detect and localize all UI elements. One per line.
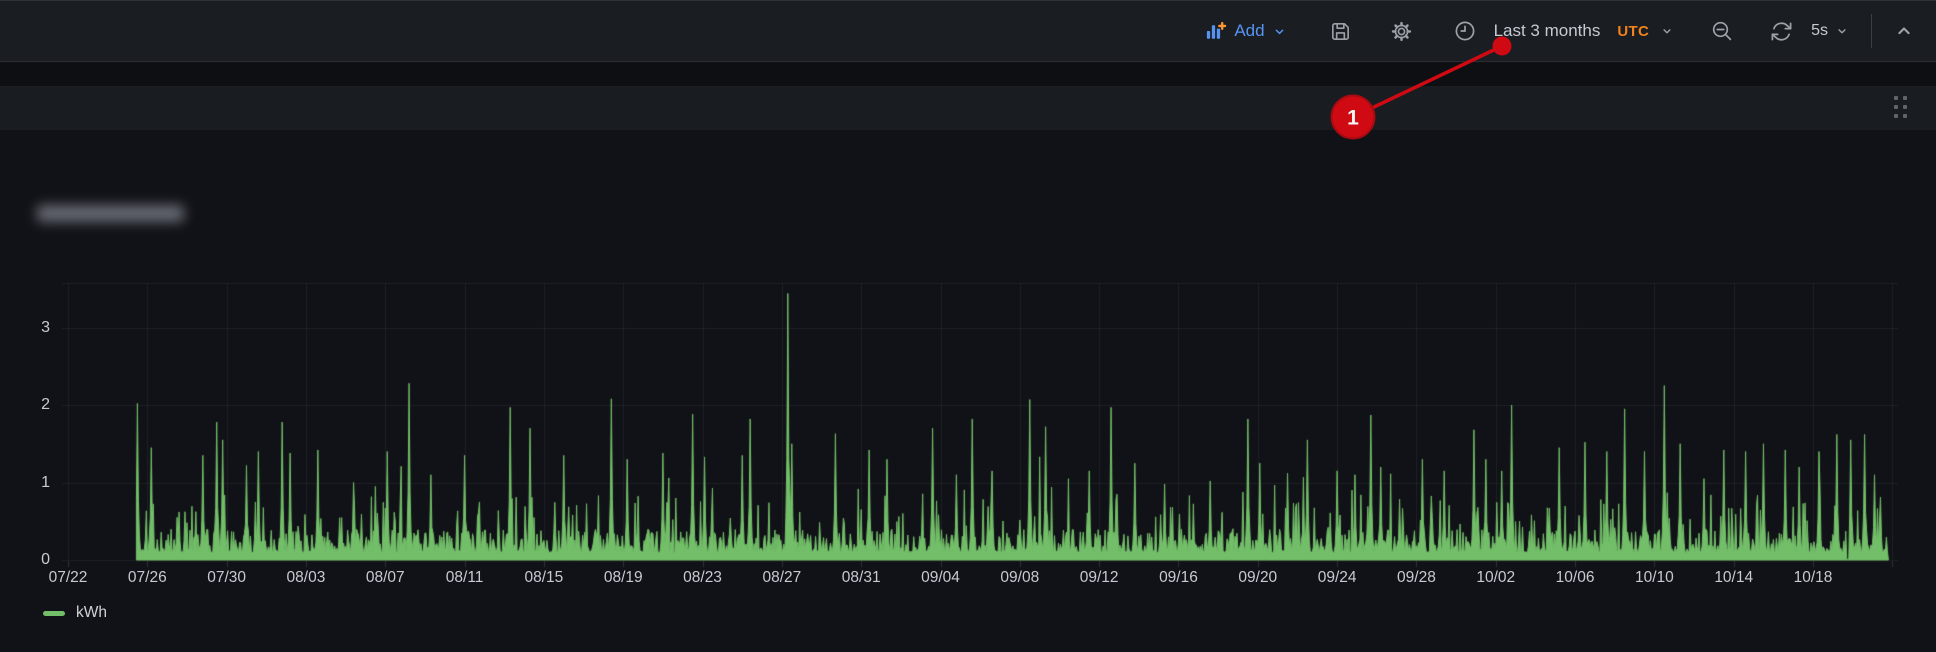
x-tick-label: 08/03 <box>271 569 341 587</box>
toolbar-divider <box>1871 14 1872 48</box>
chevron-up-icon <box>1894 21 1914 41</box>
drag-dot <box>1903 96 1907 100</box>
refresh-interval-label: 5s <box>1811 22 1828 40</box>
add-button[interactable]: Add <box>1196 14 1294 49</box>
save-dashboard-button[interactable] <box>1321 14 1360 49</box>
time-range-picker[interactable]: Last 3 months UTC <box>1445 13 1683 49</box>
timezone-label: UTC <box>1617 23 1649 40</box>
chart-legend: kWh <box>43 604 107 622</box>
x-tick-label: 08/19 <box>588 569 658 587</box>
timeseries-chart[interactable] <box>62 276 1898 568</box>
drag-dot <box>1903 105 1907 109</box>
save-icon <box>1329 20 1352 43</box>
x-tick-label: 07/26 <box>112 569 182 587</box>
drag-dot <box>1894 96 1898 100</box>
y-tick-label: 2 <box>16 397 50 413</box>
x-tick-label: 08/27 <box>747 569 817 587</box>
drag-dot <box>1903 114 1907 118</box>
refresh-interval-dropdown[interactable]: 5s <box>1803 16 1857 46</box>
x-tick-label: 09/20 <box>1223 569 1293 587</box>
x-tick-label: 08/23 <box>668 569 738 587</box>
y-tick-label: 3 <box>16 320 50 336</box>
zoom-out-icon <box>1710 19 1734 43</box>
x-tick-label: 09/16 <box>1143 569 1213 587</box>
x-tick-label: 09/24 <box>1302 569 1372 587</box>
panel-drag-handle[interactable] <box>1894 96 1914 124</box>
x-tick-label: 08/07 <box>350 569 420 587</box>
gear-icon <box>1390 20 1413 43</box>
x-tick-label: 10/06 <box>1540 569 1610 587</box>
y-tick-label: 1 <box>16 475 50 491</box>
grafana-dashboard: Add <box>0 0 1936 652</box>
drag-dot <box>1894 105 1898 109</box>
x-tick-label: 07/22 <box>33 569 103 587</box>
chevron-down-icon <box>1835 24 1849 38</box>
chevron-down-icon <box>1272 24 1287 39</box>
x-tick-label: 07/30 <box>192 569 262 587</box>
refresh-icon <box>1770 20 1793 43</box>
x-tick-label: 09/28 <box>1381 569 1451 587</box>
bar-chart-plus-icon <box>1204 20 1227 43</box>
legend-series-swatch <box>43 611 65 616</box>
legend-series-label[interactable]: kWh <box>76 604 107 622</box>
panel-title-redacted[interactable] <box>37 205 184 222</box>
add-button-label: Add <box>1234 21 1264 41</box>
x-tick-label: 09/04 <box>906 569 976 587</box>
x-tick-label: 10/18 <box>1778 569 1848 587</box>
y-tick-label: 0 <box>16 552 50 568</box>
chevron-down-icon <box>1660 24 1674 38</box>
x-tick-label: 10/14 <box>1699 569 1769 587</box>
refresh-button[interactable] <box>1762 14 1801 49</box>
x-tick-label: 08/31 <box>826 569 896 587</box>
x-tick-label: 09/12 <box>1064 569 1134 587</box>
dashboard-canvas-gap <box>0 63 1936 86</box>
x-tick-label: 09/08 <box>985 569 1055 587</box>
x-tick-label: 08/11 <box>430 569 500 587</box>
collapse-toolbar-button[interactable] <box>1886 15 1922 47</box>
dashboard-settings-button[interactable] <box>1382 14 1421 49</box>
time-range-label: Last 3 months <box>1494 21 1601 41</box>
drag-dot <box>1894 114 1898 118</box>
clock-icon <box>1453 19 1477 43</box>
x-tick-label: 08/15 <box>509 569 579 587</box>
x-tick-label: 10/02 <box>1461 569 1531 587</box>
x-tick-label: 10/10 <box>1619 569 1689 587</box>
dashboard-toolbar: Add <box>0 0 1936 62</box>
panel-header-strip <box>0 86 1936 130</box>
zoom-out-time-button[interactable] <box>1702 13 1742 49</box>
